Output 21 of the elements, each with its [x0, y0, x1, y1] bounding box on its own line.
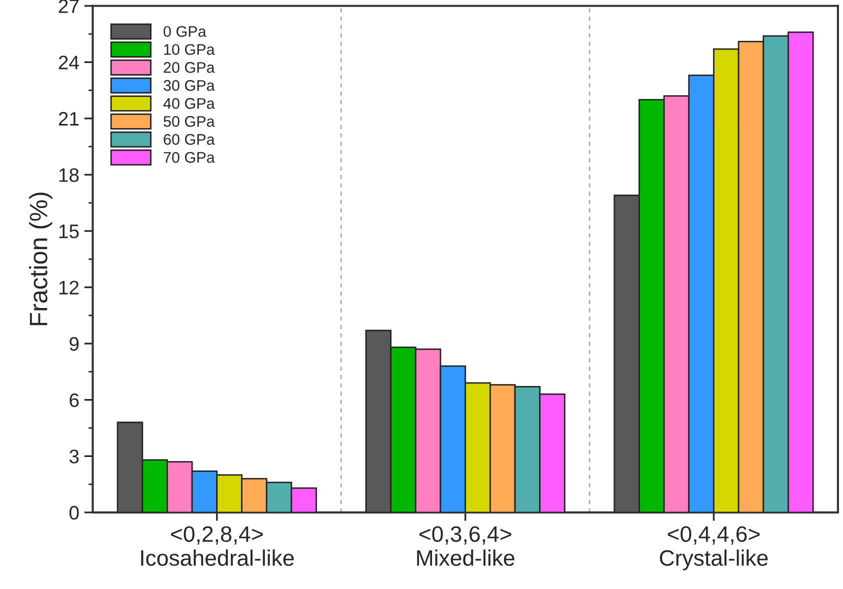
y-tick-label: 9 [70, 337, 79, 351]
x-tick-label: <0,3,6,4> Mixed-like [417, 526, 514, 566]
legend-label: 10 GPa [164, 44, 215, 55]
legend-label: 40 GPa [163, 98, 215, 109]
legend-label: 30 GPa [164, 80, 215, 91]
legend-label: 70 GPa [164, 152, 215, 163]
y-tick-label: 12 [59, 280, 79, 294]
legend-label: 0 GPa [164, 26, 206, 37]
y-tick-label: 21 [58, 112, 79, 126]
y-tick-label: 6 [70, 393, 79, 408]
y-tick-label: 18 [59, 168, 79, 182]
y-tick-label: 3 [69, 450, 79, 464]
legend-label: 20 GPa [164, 62, 215, 73]
y-tick-label: 0 [69, 506, 79, 520]
legend-label: 60 GPa [164, 134, 215, 145]
legend-label: 50 GPa [164, 116, 215, 127]
y-tick-label: 15 [59, 224, 79, 238]
y-tick-label: 24 [58, 56, 79, 70]
x-tick-label: <0,4,4,6> Crystal-like [660, 526, 768, 570]
y-axis-title: Fraction (%) [29, 192, 52, 326]
x-tick-label: <0,2,8,4> Icosahedral-like [141, 526, 294, 566]
